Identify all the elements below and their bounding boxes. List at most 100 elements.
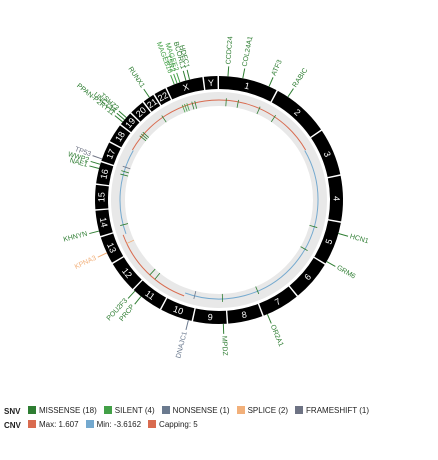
gene-tick-RABIC [287, 88, 294, 98]
chromosome-label-X: X [182, 82, 191, 93]
chromosome-13 [100, 233, 124, 263]
chromosome-18 [109, 125, 131, 148]
legend-label: Capping: 5 [159, 419, 198, 429]
chromosome-label-2: 2 [292, 107, 302, 118]
chromosome-4 [327, 175, 343, 222]
gene-label: OR2A1 [269, 324, 284, 348]
legend-item: SPLICE (2) [236, 405, 289, 415]
legend-cnv-title: CNV [4, 420, 21, 430]
legend: SNV MISSENSE (18) SILENT (4) NONSENSE (1) S… [4, 405, 376, 431]
chromosome-15 [95, 184, 109, 210]
gene-tick-CCDC24 [227, 66, 230, 77]
cnv-tick-MAGEE2 [186, 103, 190, 111]
legend-swatch [28, 420, 36, 429]
gene-tick-HDFC1 [186, 69, 190, 80]
cnv-tick-KPNA3 [126, 239, 135, 244]
chromosome-label-9: 9 [207, 312, 213, 322]
gene-label: MPDZ [220, 336, 228, 357]
chromosome-label-15: 15 [96, 192, 106, 202]
legend-label: FRAMESHIFT (1) [306, 405, 370, 415]
gene-label: RUNX1 [126, 66, 145, 90]
cnv-tick-OR2A1 [255, 286, 260, 295]
gene-tick-POU2F3 [127, 290, 136, 299]
chromosome-9 [193, 308, 227, 324]
legend-snv-items: MISSENSE (18) SILENT (4) NONSENSE (1) SPLIC… [28, 406, 376, 417]
gene-tick-UNC13A [116, 112, 125, 121]
legend-label: SPLICE (2) [247, 405, 289, 415]
chromosome-2 [271, 90, 322, 137]
legend-label: Max: 1.607 [39, 419, 79, 429]
chromosome-12 [112, 257, 142, 289]
cnv-tick-POU2F3 [149, 268, 156, 276]
legend-snv-title: SNV [4, 406, 21, 416]
chromosome-20 [131, 102, 151, 122]
cnv-tick-HCN1 [309, 225, 318, 228]
gene-tick-WWP2 [90, 160, 101, 165]
gene-tick-PRCP [134, 296, 142, 305]
cnv-tick-WWP2 [121, 170, 130, 174]
gene-label: DNAJC1 [175, 331, 189, 359]
chromosome-3 [311, 130, 341, 177]
legend-label: Min: -3.6162 [96, 419, 142, 429]
legend-item: Capping: 5 [148, 420, 198, 429]
chromosome-label-16: 16 [98, 168, 110, 180]
legend-item: FRAMESHIFT (1) [295, 406, 369, 415]
legend-item: Max: 1.607 [28, 420, 79, 429]
cnv-track-background [111, 92, 327, 308]
gene-label: RABIC [292, 67, 310, 89]
gene-tick-ATF3 [268, 77, 274, 87]
legend-item: NONSENSE (1) [161, 406, 230, 415]
chromosome-label-20: 20 [134, 105, 148, 119]
chromosome-21 [143, 94, 161, 112]
gene-tick-MAGEE2 [176, 72, 181, 83]
gene-tick-HCN1 [338, 233, 349, 237]
legend-cnv-items: Max: 1.607 Min: -3.6162 Capping: 5 [28, 420, 205, 431]
legend-swatch [236, 406, 245, 415]
cnv-tick-TSHZ3 [142, 131, 150, 138]
gene-tick-GRM6 [326, 261, 336, 267]
chromosome-label-22: 22 [156, 90, 170, 104]
gene-label: KPNA3 [74, 255, 98, 271]
legend-swatch [295, 406, 304, 415]
chromosome-5 [314, 220, 341, 264]
cnv-tick-CCDC24 [225, 98, 227, 107]
legend-swatch [103, 406, 112, 415]
chromosome-1 [219, 76, 277, 102]
chromosome-label-8: 8 [241, 309, 248, 320]
gene-tick-TP53 [92, 155, 103, 160]
track-ring [111, 92, 327, 308]
chromosome-label-1: 1 [243, 80, 250, 91]
chromosome-17 [101, 142, 121, 165]
gene-tick-KPNA3 [97, 252, 108, 258]
legend-snv-row: SNV MISSENSE (18) SILENT (4) NONSENSE (1) S… [4, 405, 376, 417]
cnv-tick-HDFC1 [194, 100, 198, 109]
gene-label: HCN1 [349, 233, 369, 245]
legend-swatch [148, 420, 157, 429]
gene-tick-KHNYN [89, 230, 100, 235]
chromosome-label-17: 17 [104, 147, 117, 160]
chromosome-label-6: 6 [302, 272, 313, 282]
chromosome-label-18: 18 [113, 130, 127, 144]
cnv-tick-GRM6 [300, 246, 308, 251]
gene-tick-PPAN-P2RY11 [114, 115, 123, 123]
chromosome-label-10: 10 [172, 304, 185, 317]
gene-tick-MAGEB16 [170, 74, 175, 85]
chromosome-label-5: 5 [323, 237, 334, 245]
chromosome-16 [96, 162, 114, 186]
gene-label: GRM6 [335, 264, 356, 280]
cnv-tick-KHNYN [120, 223, 129, 226]
legend-item: Min: -3.6162 [85, 419, 142, 429]
cnv-tick-MAGEB16 [181, 104, 186, 113]
cnv-tick-DNAJC1 [193, 290, 197, 299]
gene-tick-BCORL1 [182, 70, 187, 81]
cnv-loss-segment [184, 150, 319, 300]
chromosome-10 [161, 298, 195, 321]
chromosome-6 [289, 257, 325, 296]
gene-label: ATF3 [271, 59, 284, 77]
cnv-tick-PPAN-P2RY11 [139, 135, 147, 142]
gene-label: COL24A1 [242, 36, 255, 68]
chromosome-label-4: 4 [331, 196, 341, 201]
cnv-tick-ATF3 [256, 106, 261, 115]
chromosome-label-7: 7 [273, 296, 282, 307]
chromosome-22 [154, 88, 171, 106]
